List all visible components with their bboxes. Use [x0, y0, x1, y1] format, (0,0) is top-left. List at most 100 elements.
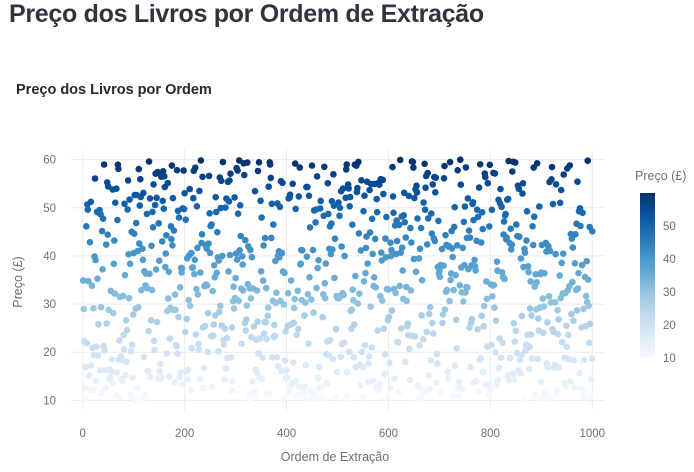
- data-point: [193, 203, 201, 210]
- data-point: [587, 376, 595, 383]
- data-point: [581, 393, 588, 401]
- data-point: [575, 269, 582, 277]
- data-point: [254, 167, 262, 175]
- data-point: [452, 316, 460, 324]
- data-point: [276, 203, 284, 211]
- data-point: [450, 223, 458, 231]
- data-point: [166, 335, 174, 343]
- data-point: [102, 241, 110, 248]
- data-point: [156, 367, 163, 375]
- data-point: [565, 356, 573, 363]
- data-point: [208, 221, 215, 228]
- data-point: [346, 193, 354, 201]
- data-point: [293, 331, 301, 339]
- data-point: [195, 340, 202, 348]
- data-point: [421, 206, 429, 213]
- data-point: [95, 321, 102, 328]
- data-point: [392, 289, 399, 297]
- data-point: [145, 158, 153, 165]
- data-point: [382, 235, 389, 242]
- data-point: [419, 336, 427, 343]
- data-point: [185, 296, 192, 304]
- data-point: [280, 301, 288, 308]
- data-point: [429, 319, 436, 327]
- data-point: [121, 271, 129, 279]
- data-point: [409, 158, 417, 166]
- data-point: [127, 347, 135, 355]
- data-point: [554, 330, 562, 338]
- data-point: [138, 286, 145, 294]
- data-point: [218, 177, 225, 185]
- data-point: [448, 245, 456, 252]
- data-point: [249, 378, 256, 385]
- data-point: [518, 351, 525, 359]
- data-point: [281, 269, 288, 277]
- data-point: [121, 200, 128, 208]
- data-point: [580, 356, 588, 364]
- data-point: [316, 205, 324, 212]
- data-point: [358, 177, 365, 184]
- data-point: [338, 243, 345, 250]
- data-point: [140, 189, 147, 197]
- data-point: [264, 304, 272, 311]
- data-point: [283, 367, 290, 374]
- data-point: [270, 221, 277, 228]
- data-point: [166, 373, 173, 380]
- data-point: [99, 215, 107, 222]
- data-point: [500, 218, 508, 225]
- data-point: [469, 199, 477, 206]
- data-point: [301, 312, 308, 319]
- data-point: [422, 184, 429, 191]
- data-point: [147, 317, 155, 324]
- data-point: [113, 185, 120, 192]
- data-point: [305, 340, 312, 348]
- data-point: [560, 171, 567, 178]
- data-point: [321, 163, 328, 171]
- data-point: [140, 353, 148, 361]
- data-point: [516, 233, 523, 240]
- data-point: [204, 309, 212, 317]
- data-point: [152, 266, 160, 273]
- data-point: [379, 297, 386, 304]
- data-point: [128, 341, 136, 349]
- data-point: [258, 214, 265, 221]
- data-point: [369, 377, 377, 384]
- data-point: [234, 167, 241, 174]
- data-point: [130, 230, 138, 237]
- data-point: [278, 368, 285, 375]
- data-point: [503, 234, 511, 241]
- data-point: [487, 385, 494, 393]
- data-point: [480, 323, 488, 330]
- data-point: [432, 189, 439, 196]
- data-point: [116, 337, 123, 344]
- data-point: [129, 374, 136, 381]
- data-point: [402, 358, 409, 366]
- data-point: [212, 208, 220, 216]
- data-point: [586, 320, 594, 328]
- data-point: [148, 286, 156, 294]
- data-point: [509, 370, 517, 377]
- data-point: [216, 308, 223, 316]
- data-point: [296, 383, 303, 390]
- data-point: [280, 395, 287, 403]
- data-point: [529, 223, 536, 230]
- data-point: [528, 355, 536, 362]
- data-point: [343, 161, 351, 168]
- data-point: [501, 275, 508, 283]
- data-point: [407, 287, 415, 294]
- data-point: [189, 264, 197, 271]
- data-point: [401, 219, 409, 226]
- data-point: [384, 393, 391, 401]
- data-point: [370, 274, 378, 281]
- data-point: [420, 199, 427, 206]
- data-point: [88, 282, 96, 290]
- data-point: [281, 357, 289, 364]
- data-point: [478, 312, 486, 320]
- data-point: [138, 396, 146, 404]
- data-point: [424, 215, 432, 222]
- data-point: [365, 353, 373, 360]
- data-point: [87, 198, 95, 206]
- data-point: [159, 197, 166, 205]
- data-point: [197, 269, 204, 276]
